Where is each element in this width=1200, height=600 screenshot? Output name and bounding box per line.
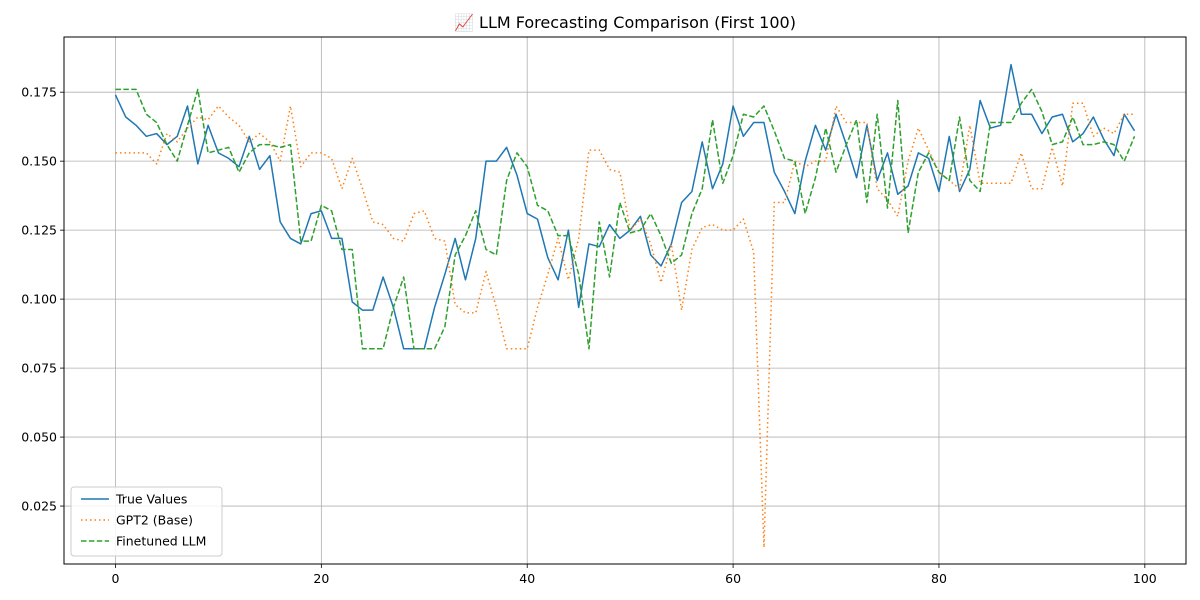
y-tick-label: 0.150 [21,154,57,169]
legend-box [70,486,223,557]
series-line-finetuned-llm [115,88,1136,350]
x-axis: 0 20 40 60 80 100 [111,564,1157,586]
x-tick-label: 100 [1133,571,1157,586]
y-tick-label: 0.100 [21,292,57,307]
x-tick-label: 40 [519,571,535,586]
legend: True Values GPT2 (Base) Finetuned LLM [70,486,223,557]
plot-frame [63,36,1187,565]
legend-label: GPT2 (Base) [116,513,193,528]
y-axis: 0.025 0.050 0.075 0.100 0.125 0.150 0.175 [21,85,64,514]
y-tick-label: 0.075 [21,361,57,376]
legend-label: True Values [115,492,187,507]
x-tick-label: 20 [313,571,329,586]
y-tick-label: 0.125 [21,223,57,238]
y-tick-label: 0.050 [21,430,57,445]
y-tick-label: 0.025 [21,499,57,514]
chart-title: 📈 LLM Forecasting Comparison (First 100) [454,13,796,32]
series-line-true-values [114,63,1136,350]
y-tick-label: 0.175 [21,85,57,100]
series-line-gpt2-base [115,102,1135,549]
x-tick-label: 80 [931,571,947,586]
x-tick-label: 60 [725,571,741,586]
x-tick-label: 0 [111,571,119,586]
legend-label: Finetuned LLM [116,534,206,549]
grid-lines [64,37,1186,564]
plot-area [114,63,1136,549]
